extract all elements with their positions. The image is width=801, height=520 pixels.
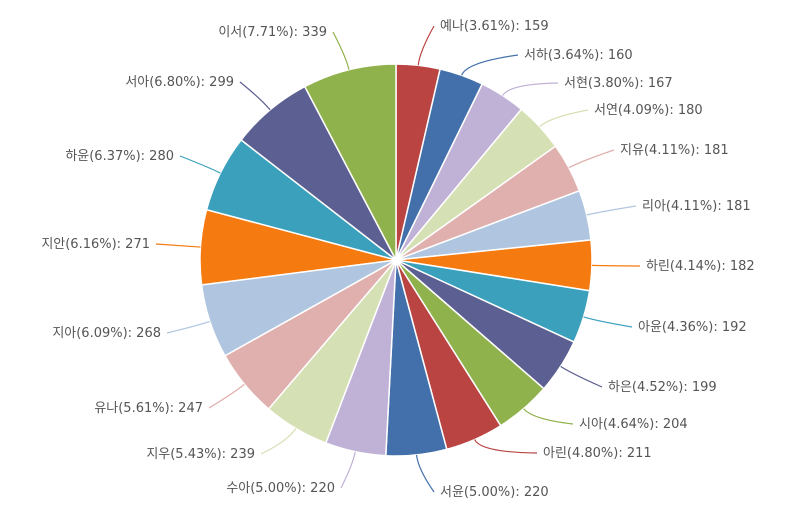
slice-label-예나: 예나(3.61%): 159 [440, 19, 549, 34]
slice-label-수아: 수아(5.00%): 220 [226, 481, 335, 496]
slice-label-지아: 지아(6.09%): 268 [52, 326, 161, 341]
slice-label-지안: 지안(6.16%): 271 [41, 237, 150, 252]
leader-line-지우 [260, 428, 297, 455]
leader-line-하린 [591, 264, 641, 267]
leader-line-지아 [166, 320, 211, 334]
leader-line-하윤 [179, 155, 221, 174]
slice-label-하린: 하린(4.14%): 182 [646, 259, 755, 274]
slice-label-시아: 시아(4.64%): 204 [579, 417, 688, 432]
leader-line-서윤 [415, 454, 435, 493]
slice-label-아린: 아린(4.80%): 211 [543, 446, 652, 461]
slice-label-지우: 지우(5.43%): 239 [146, 447, 255, 462]
leader-line-하은 [560, 365, 603, 388]
slice-label-리아: 리아(4.11%): 181 [642, 199, 751, 214]
slice-label-아윤: 아윤(4.36%): 192 [638, 320, 747, 335]
slice-label-이서: 이서(7.71%): 339 [218, 25, 327, 40]
slice-label-하윤: 하윤(6.37%): 280 [65, 149, 174, 164]
slice-label-유나: 유나(5.61%): 247 [94, 401, 203, 416]
leader-line-서현 [502, 82, 559, 96]
leader-line-아윤 [583, 316, 633, 328]
leader-line-지안 [155, 243, 201, 248]
leader-line-서연 [539, 109, 589, 128]
leader-line-지유 [568, 149, 615, 169]
leader-line-이서 [332, 31, 350, 70]
leader-line-유나 [208, 383, 245, 409]
slice-label-하은: 하은(4.52%): 199 [608, 380, 717, 395]
leader-line-시아 [523, 408, 574, 425]
leader-line-리아 [586, 205, 637, 216]
slice-label-서윤: 서윤(5.00%): 220 [440, 485, 549, 500]
slice-label-서연: 서연(4.09%): 180 [594, 103, 703, 118]
slice-label-서아: 서아(6.80%): 299 [125, 75, 234, 90]
pie-slice-이서[interactable] [303, 63, 397, 261]
leader-line-아린 [474, 439, 538, 454]
leader-line-서아 [239, 81, 271, 111]
slice-label-서현: 서현(3.80%): 167 [564, 76, 673, 91]
leader-line-서하 [461, 54, 519, 76]
slice-label-서하: 서하(3.64%): 160 [524, 48, 633, 63]
slice-label-지유: 지유(4.11%): 181 [620, 143, 729, 158]
leader-line-예나 [417, 25, 435, 66]
leader-line-수아 [340, 451, 356, 489]
